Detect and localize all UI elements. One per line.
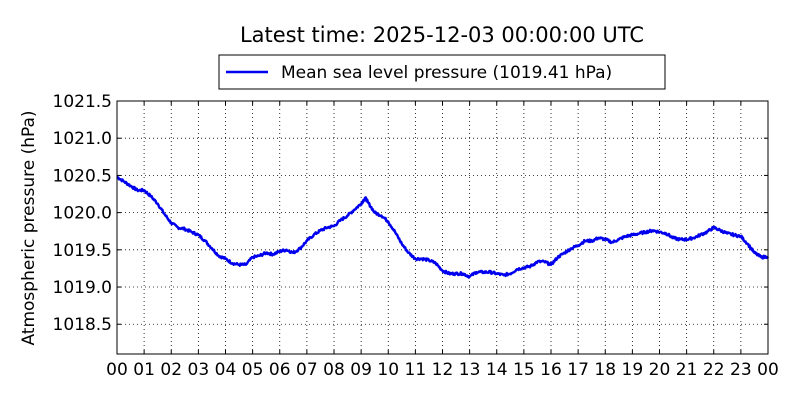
x-tick-label: 11 [405,360,427,380]
y-tick-label: 1018.5 [53,315,112,335]
x-tick-label: 16 [540,360,562,380]
x-tick-label: 22 [703,360,725,380]
pressure-series-line [116,175,770,279]
x-tick-label: 20 [649,360,671,380]
y-tick-label: 1019.5 [53,241,112,261]
y-tick-label: 1020.0 [53,204,112,224]
y-tick-label: 1020.5 [53,166,112,186]
chart-title: Latest time: 2025-12-03 00:00:00 UTC [240,23,644,47]
x-tick-label: 14 [486,360,508,380]
x-tick-label: 06 [269,360,291,380]
x-tick-label: 12 [432,360,454,380]
y-tick-label: 1021.5 [53,92,112,112]
x-tick-label: 03 [188,360,210,380]
x-tick-label: 02 [160,360,182,380]
x-tick-label: 07 [296,360,318,380]
x-tick-label: 05 [242,360,264,380]
x-tick-label: 09 [350,360,372,380]
x-tick-label: 17 [567,360,589,380]
x-tick-label: 04 [215,360,237,380]
x-tick-label: 00 [757,360,779,380]
x-tick-label: 13 [459,360,481,380]
x-tick-label: 23 [730,360,752,380]
tick-labels: 00 01 02 03 04 05 06 07 08 09 10 11 12 13 14 15 16 17 18 19… [53,92,779,380]
x-tick-label: 01 [133,360,155,380]
x-tick-label: 00 [106,360,128,380]
legend-box [218,54,666,90]
x-tick-label: 15 [513,360,535,380]
y-tick-label: 1021.0 [53,129,112,149]
legend-label: Mean sea level pressure (1019.41 hPa) [281,63,612,83]
x-tick-label: 21 [676,360,698,380]
axis-ticks [116,100,769,354]
grid [117,101,768,354]
x-tick-label: 08 [323,360,345,380]
x-tick-label: 10 [377,360,399,380]
x-tick-label: 18 [594,360,616,380]
series-layer [116,175,770,279]
y-axis-label: Atmospheric pressure (hPa) [19,110,39,345]
plot-frame [116,100,769,355]
y-tick-label: 1019.0 [53,278,112,298]
legend: Mean sea level pressure (1019.41 hPa) [218,54,666,90]
x-tick-label: 19 [622,360,644,380]
